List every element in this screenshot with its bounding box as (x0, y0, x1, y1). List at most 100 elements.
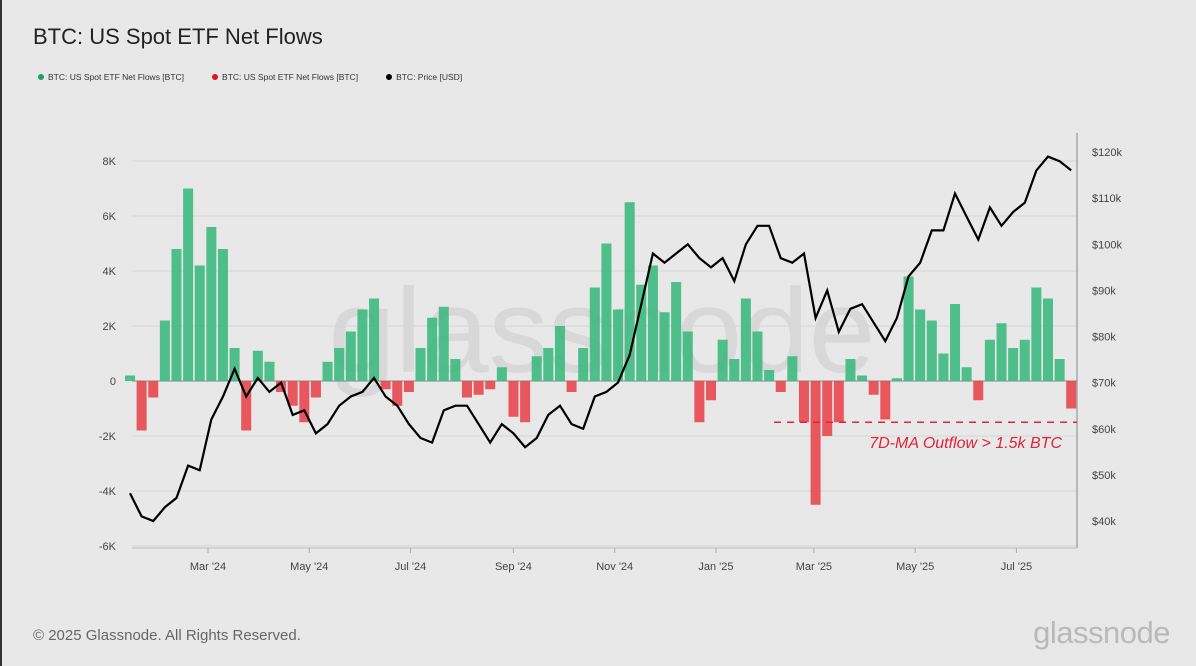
left-tick-label: 4K (103, 266, 117, 278)
inflow-bar (1019, 339, 1030, 381)
inflow-bar (125, 375, 136, 381)
outflow-bar (136, 381, 147, 431)
inflow-bar (217, 249, 228, 381)
inflow-bar (252, 350, 263, 381)
inflow-bar (926, 320, 937, 381)
inflow-bar (857, 375, 868, 381)
inflow-bar (938, 353, 949, 381)
black-dot-icon (386, 74, 393, 80)
x-tick-label: Nov '24 (596, 561, 633, 573)
inflow-bar (496, 367, 507, 381)
outflow-bar (392, 381, 403, 406)
x-tick-label: Jul '25 (1001, 561, 1032, 573)
outflow-bar (868, 381, 879, 395)
red-dot-icon (212, 74, 219, 80)
inflow-bar (183, 188, 194, 381)
legend: BTC: US Spot ETF Net Flows [BTC] BTC: US… (38, 72, 462, 82)
threshold-annotation: 7D-MA Outflow > 1.5k BTC (869, 435, 1062, 452)
outflow-bar (241, 381, 252, 431)
inflow-bar (1031, 287, 1042, 381)
right-tick-label: $110k (1092, 193, 1122, 205)
inflow-bar (717, 339, 728, 381)
left-tick-label: 6K (103, 211, 117, 223)
legend-item-outflows[interactable]: BTC: US Spot ETF Net Flows [BTC] (212, 72, 358, 82)
outflow-bar (520, 381, 531, 423)
outflow-bar (485, 381, 496, 390)
outflow-bar (310, 381, 321, 398)
inflow-bar (671, 282, 682, 381)
legend-label: BTC: Price [USD] (396, 72, 463, 82)
inflow-bar (589, 287, 600, 381)
right-tick-label: $60k (1092, 424, 1116, 436)
inflow-bar (159, 320, 170, 381)
inflow-bar (764, 370, 775, 381)
inflow-bar (206, 227, 217, 381)
legend-item-price[interactable]: BTC: Price [USD] (386, 72, 462, 82)
inflow-bar (531, 356, 542, 381)
legend-label: BTC: US Spot ETF Net Flows [BTC] (222, 72, 359, 82)
inflow-bar (171, 249, 182, 381)
inflow-bar (915, 309, 926, 381)
x-tick-label: Sep '24 (495, 561, 532, 573)
inflow-bar (601, 243, 612, 381)
right-tick-label: $50k (1092, 470, 1116, 482)
outflow-bar (775, 381, 786, 392)
outflow-bar (810, 381, 821, 505)
outflow-bar (1066, 381, 1077, 409)
inflow-bar (450, 359, 461, 381)
left-tick-label: 2K (103, 321, 117, 333)
outflow-bar (566, 381, 577, 392)
inflow-bar (903, 276, 914, 381)
inflow-bar (578, 348, 589, 381)
x-tick-label: Jan '25 (698, 561, 733, 573)
outflow-bar (798, 381, 809, 423)
outflow-bar (973, 381, 984, 401)
left-tick-label: -4K (99, 486, 117, 498)
inflow-bar (415, 348, 426, 381)
outflow-bar (694, 381, 705, 423)
right-tick-label: $120k (1092, 147, 1122, 159)
inflow-bar (369, 298, 380, 381)
outflow-bar (473, 381, 484, 395)
inflow-bar (438, 306, 449, 381)
outflow-bar (299, 381, 310, 423)
x-tick-label: Mar '25 (796, 561, 832, 573)
legend-item-inflows[interactable]: BTC: US Spot ETF Net Flows [BTC] (38, 72, 184, 82)
inflow-bar (984, 339, 995, 381)
outflow-bar (833, 381, 844, 423)
inflow-bar (1008, 348, 1019, 381)
inflow-bar (996, 323, 1007, 381)
left-tick-label: -2K (99, 431, 117, 443)
inflow-bar (961, 367, 972, 381)
inflow-bar (334, 348, 345, 381)
inflow-bar (229, 348, 240, 381)
outflow-bar (461, 381, 472, 398)
inflow-bar (345, 331, 356, 381)
left-tick-label: 8K (103, 156, 117, 168)
inflow-bar (554, 326, 565, 381)
inflow-bar (1042, 298, 1053, 381)
right-tick-label: $70k (1092, 378, 1116, 390)
outflow-bar (276, 381, 287, 392)
outflow-bar (880, 381, 891, 420)
left-tick-label: -6K (99, 541, 117, 553)
inflow-bar (740, 298, 751, 381)
right-tick-label: $80k (1092, 332, 1116, 344)
inflow-bar (659, 312, 670, 381)
inflow-bar (729, 359, 740, 381)
inflow-bar (682, 331, 693, 381)
inflow-bar (357, 309, 368, 381)
right-tick-label: $40k (1092, 516, 1116, 528)
inflow-bar (950, 304, 961, 381)
inflow-bar (1054, 359, 1065, 381)
x-tick-label: Jul '24 (395, 561, 426, 573)
outflow-bar (508, 381, 519, 417)
inflow-bar (845, 359, 856, 381)
green-dot-icon (38, 74, 44, 80)
outflow-bar (822, 381, 833, 436)
outflow-bar (706, 381, 717, 401)
inflow-bar (322, 361, 333, 381)
inflow-bar (543, 348, 554, 381)
inflow-bar (613, 309, 624, 381)
inflow-bar (787, 356, 798, 381)
